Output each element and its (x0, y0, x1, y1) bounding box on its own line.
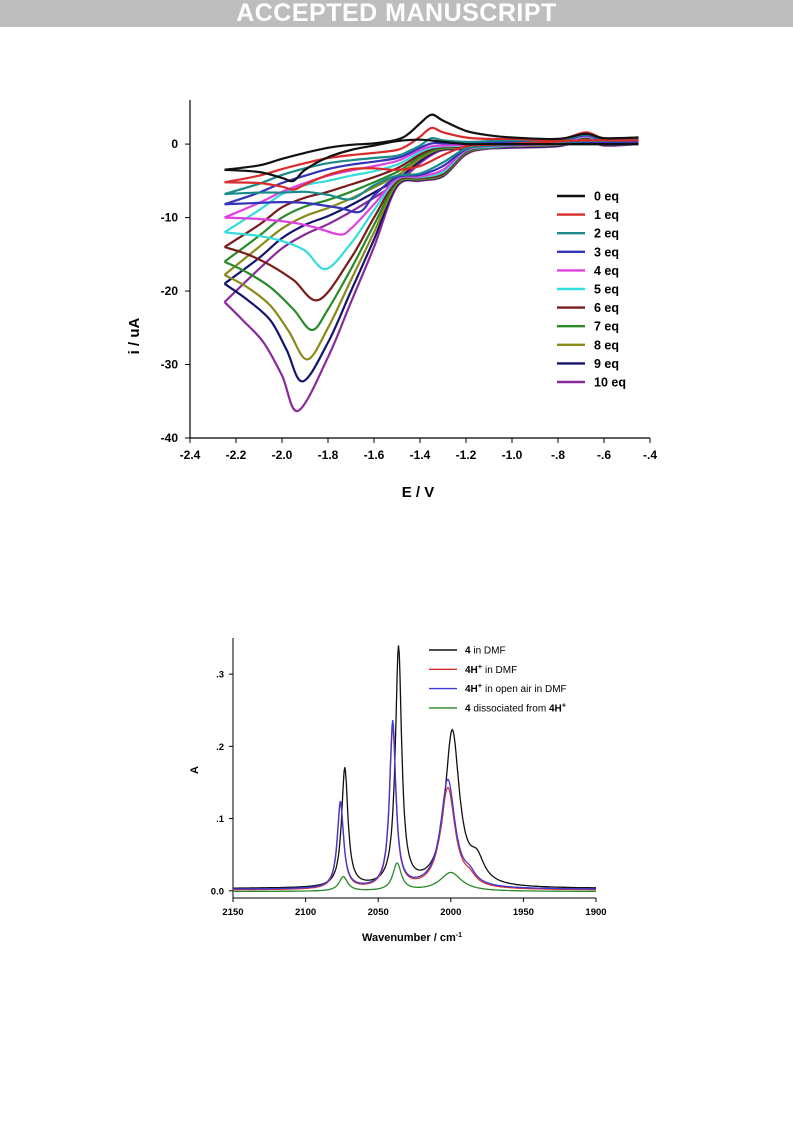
cv-series-0-forward-line (224, 138, 639, 183)
ir-series-2-line (233, 720, 596, 890)
ir-legend-label-part: dissociated from (471, 703, 549, 714)
ir-spectrum-chart: 2150 2100 2050 2000 1950 1900 0.0 .1 .2 .3 4 in DM… (189, 638, 607, 944)
ir-x-tick-label: 2150 (222, 907, 243, 918)
ir-legend-label-part: 4 (465, 703, 471, 714)
cv-x-tick-label: -1.4 (410, 448, 431, 462)
cv-legend-label-2: 2 eq (594, 227, 619, 241)
cv-legend-label-0: 0 eq (594, 190, 619, 204)
cv-legend-label-3: 3 eq (594, 245, 619, 259)
ir-legend-label-part: + (478, 681, 483, 690)
ir-legend-label-part: 4H (465, 665, 478, 676)
cv-x-tick-label: -1.2 (456, 448, 477, 462)
ir-series-3-line (233, 862, 596, 893)
cv-legend-label-7: 7 eq (594, 320, 619, 334)
ir-x-tick-label: 2100 (295, 907, 316, 918)
cv-y-tick-label: -10 (161, 211, 179, 225)
cv-x-tick-label: -2.2 (226, 448, 247, 462)
cv-x-tick-label: -2.4 (180, 448, 201, 462)
ir-series-1-line (233, 726, 596, 891)
ir-x-axis-label-superscript: -1 (456, 932, 462, 939)
cv-y-axis-label: i / uA (126, 318, 143, 355)
cv-x-tick-label: -1.6 (364, 448, 385, 462)
ir-y-tick-label: .2 (216, 742, 224, 753)
ir-legend-label-part: + (478, 662, 483, 671)
ir-legend-label-0: 4 in DMF (465, 646, 506, 657)
ir-x-axis-label-text: Wavenumber / cm (362, 932, 456, 944)
cv-legend-label-5: 5 eq (594, 283, 619, 297)
cv-x-tick-label: -2.0 (272, 448, 293, 462)
cv-legend-label-9: 9 eq (594, 357, 619, 371)
cv-x-tick-label: -.8 (551, 448, 565, 462)
cyclic-voltammogram-chart: -2.4 -2.2 -2.0 -1.8 -1.6 -1.4 -1.2 -1.0 -.8 -.6 -.… (126, 100, 657, 501)
cv-x-tick-label: -1.0 (502, 448, 523, 462)
ir-y-tick-label: .1 (216, 814, 225, 825)
ir-legend-label-part: 4H (549, 703, 562, 714)
ir-legend-label-2: 4H+ in open air in DMF (465, 681, 567, 695)
ir-y-tick-label: .3 (216, 670, 224, 681)
cv-series-8-reverse-line (223, 137, 639, 276)
ir-x-axis-label: Wavenumber / cm-1 (362, 932, 462, 944)
cv-x-axis-label: E / V (402, 484, 435, 501)
cv-x-tick-label: -.6 (597, 448, 611, 462)
ir-x-tick-label: 1900 (585, 907, 606, 918)
cv-legend-label-6: 6 eq (594, 301, 619, 315)
cv-series-10-forward-line (223, 142, 639, 412)
ir-legend-label-1: 4H+ in DMF (465, 662, 517, 676)
cv-x-tick-label: -1.8 (318, 448, 339, 462)
ir-legend-label-part: in open air in DMF (482, 684, 566, 695)
cv-legend-label-1: 1 eq (594, 208, 619, 222)
cv-series-5-forward-line (224, 142, 639, 271)
ir-y-axis-label: A (189, 766, 201, 774)
ir-legend-label-part: in DMF (471, 646, 506, 657)
ir-x-tick-label: 1950 (513, 907, 534, 918)
cv-legend-label-8: 8 eq (594, 338, 619, 352)
ir-y-tick-label: 0.0 (211, 886, 224, 897)
cv-series-0-reverse-line (224, 113, 639, 171)
cv-y-tick-label: -30 (161, 358, 179, 372)
ir-legend-label-part: + (562, 700, 567, 709)
cv-x-tick-label: -.4 (643, 448, 657, 462)
ir-legend-label-3: 4 dissociated from 4H+ (465, 700, 567, 714)
ir-series-0-line (233, 645, 596, 889)
cv-y-tick-label: -20 (161, 284, 179, 298)
ir-x-tick-label: 2050 (368, 907, 389, 918)
ir-legend-label-part: in DMF (482, 665, 517, 676)
ir-legend-label-part: 4 (465, 646, 471, 657)
ir-legend-label-part: 4H (465, 684, 478, 695)
ir-x-tick-label: 2000 (440, 907, 461, 918)
cv-y-tick-label: 0 (171, 137, 178, 151)
accepted-manuscript-banner: ACCEPTED MANUSCRIPT (0, 0, 793, 27)
cv-legend-label-10: 10 eq (594, 376, 626, 390)
cv-legend-label-4: 4 eq (594, 264, 619, 278)
cv-y-tick-label: -40 (161, 431, 179, 445)
